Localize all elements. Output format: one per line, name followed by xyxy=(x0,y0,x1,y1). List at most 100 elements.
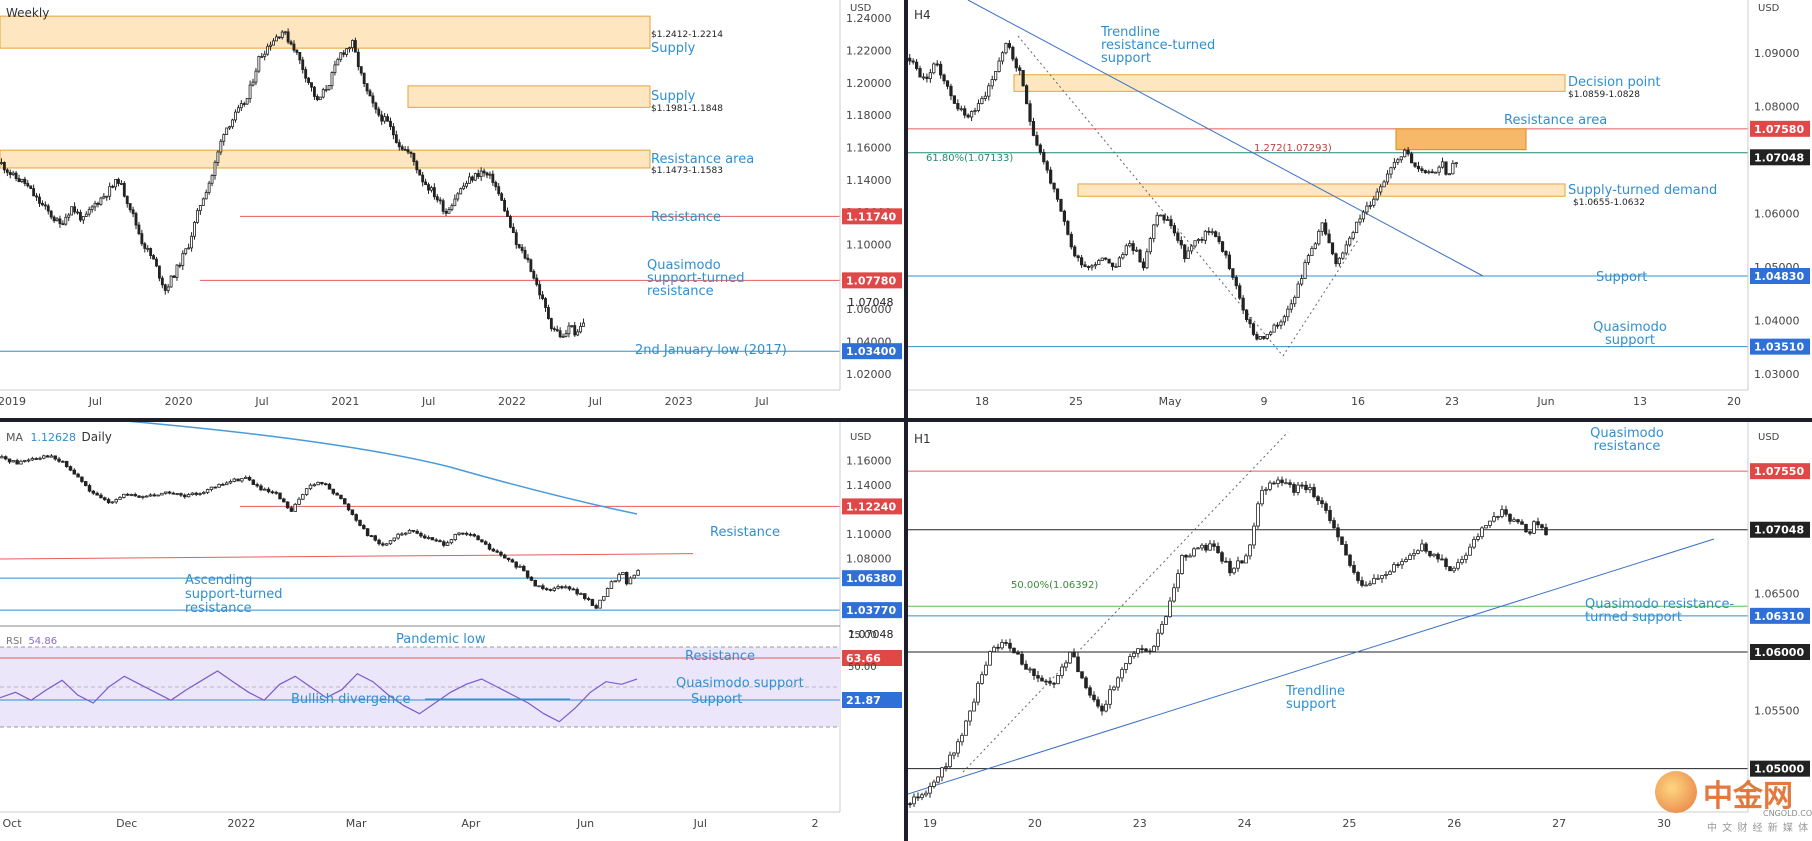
candle xyxy=(1340,536,1344,545)
last-price-label: 1.07048 xyxy=(848,628,894,641)
candle xyxy=(535,277,539,285)
candle xyxy=(494,182,498,188)
candle xyxy=(213,161,217,176)
candle xyxy=(193,222,196,237)
candle xyxy=(301,494,305,500)
candle xyxy=(403,532,408,535)
candle xyxy=(1084,677,1088,689)
candle xyxy=(590,599,595,606)
candle xyxy=(5,169,9,173)
watermark-logo: 中金网 CNGOLD.COM.CN 中 文 财 经 新 媒 体 xyxy=(1655,767,1812,841)
candle xyxy=(1238,285,1242,299)
candle xyxy=(95,492,99,496)
candle xyxy=(356,51,360,68)
x-tick-label: Jul xyxy=(588,395,602,408)
candle xyxy=(1227,254,1232,270)
candle xyxy=(952,95,957,104)
candle xyxy=(141,495,145,498)
y-tick-label: 1.16000 xyxy=(846,141,892,154)
h1-chart-panel[interactable]: 1.06500 1.05500 19 20 23 24 25 26 27 30 1.07550 1.0… xyxy=(908,422,1812,841)
candle xyxy=(1144,648,1148,652)
candle xyxy=(269,44,272,47)
candle xyxy=(1480,527,1484,538)
price-tag-label: 1.06380 xyxy=(846,572,896,585)
y-tick-label: 1.10000 xyxy=(846,238,892,251)
x-tick-label: May xyxy=(1159,395,1182,408)
weekly-chart-panel[interactable]: 1.24000 1.22000 1.20000 1.18000 1.16000 1.140… xyxy=(0,0,904,418)
fib-ext-label: 1.272(1.07293) xyxy=(1254,143,1332,154)
candle xyxy=(266,488,271,493)
candle xyxy=(576,331,580,336)
candle xyxy=(1104,703,1108,712)
price-tag xyxy=(1750,149,1810,166)
price-tag xyxy=(842,602,902,619)
zone-label: Supply xyxy=(651,41,696,56)
candle xyxy=(1072,651,1076,658)
candle xyxy=(538,284,542,296)
candle xyxy=(146,248,150,250)
candle xyxy=(183,494,187,498)
candle xyxy=(1214,231,1218,237)
ma-value: 1.12628 xyxy=(30,431,77,444)
candle xyxy=(102,195,106,199)
h4-chart-svg: 1.090001.080001.070001.060001.050001.040… xyxy=(908,0,1810,408)
candle xyxy=(1104,257,1108,260)
x-tick-label: 9 xyxy=(1261,395,1268,408)
candle xyxy=(46,205,50,212)
candle xyxy=(217,483,221,488)
candle xyxy=(1413,162,1417,167)
rsi-legend: RSI 54.86 xyxy=(6,636,57,647)
x-tick-label: 2 xyxy=(812,817,819,830)
candle xyxy=(1132,652,1136,657)
candle xyxy=(1036,675,1040,679)
candle xyxy=(163,491,168,494)
candle xyxy=(1400,561,1404,566)
candle xyxy=(80,476,84,482)
candle xyxy=(106,499,111,504)
candle xyxy=(948,754,952,768)
candle xyxy=(1234,276,1238,287)
candle xyxy=(424,181,428,186)
x-tick-label: 2023 xyxy=(665,395,693,408)
candle xyxy=(423,535,427,539)
candle xyxy=(181,253,185,266)
candle xyxy=(1289,303,1293,310)
candle xyxy=(1200,544,1204,549)
candle xyxy=(308,484,313,490)
zone-rect xyxy=(1077,183,1566,197)
ascending-line xyxy=(0,553,694,560)
candle xyxy=(1040,677,1044,682)
candle xyxy=(544,588,549,591)
daily-chart-panel[interactable]: 1.160001.140001.120001.100001.080001.122… xyxy=(0,422,904,841)
x-tick-label: 19 xyxy=(923,817,937,830)
candle xyxy=(45,455,50,458)
candle xyxy=(1004,642,1008,644)
candle xyxy=(1512,519,1516,522)
candle xyxy=(76,473,80,478)
zone-label: Resistance area xyxy=(1504,113,1608,128)
candle xyxy=(1375,191,1379,200)
candle xyxy=(225,127,229,135)
candle xyxy=(72,469,77,475)
candle xyxy=(980,98,984,104)
candle xyxy=(345,48,349,55)
candle xyxy=(205,489,210,493)
candle xyxy=(945,80,950,87)
candle xyxy=(103,497,107,500)
candle xyxy=(1251,323,1256,335)
candle xyxy=(15,460,19,465)
currency-label: USD xyxy=(1758,3,1780,14)
candle xyxy=(342,52,346,55)
candle xyxy=(1208,543,1212,551)
candle xyxy=(278,492,282,500)
candle xyxy=(1100,257,1104,262)
candle xyxy=(87,209,91,215)
logo-icon xyxy=(1655,771,1697,813)
candle xyxy=(251,479,256,485)
horizontal-divider xyxy=(0,418,1812,422)
candle xyxy=(2,162,6,171)
h4-chart-panel[interactable]: 1.090001.080001.070001.060001.050001.040… xyxy=(908,0,1812,418)
ascending-label: Ascending support-turned resistance xyxy=(185,573,283,616)
candle xyxy=(1303,262,1307,279)
candle xyxy=(1055,188,1060,200)
